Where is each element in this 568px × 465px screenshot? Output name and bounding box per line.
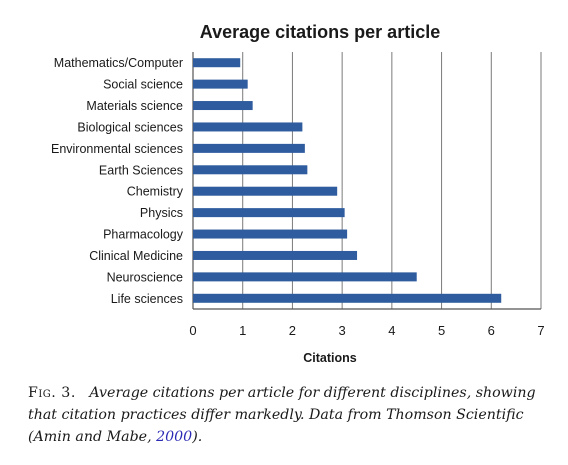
bar: [193, 229, 348, 239]
category-label: Social science: [103, 78, 183, 92]
bar: [193, 143, 305, 153]
bar: [193, 293, 502, 303]
category-label: Neuroscience: [107, 270, 183, 284]
citation-year-link[interactable]: 2000: [156, 429, 193, 445]
category-label: Chemistry: [127, 185, 184, 199]
x-tick-label: 4: [388, 323, 395, 338]
category-labels: Mathematics/Computer Social science Materi…: [51, 56, 184, 306]
category-label: Clinical Medicine: [89, 249, 183, 263]
category-label: Pharmacology: [103, 228, 184, 242]
bar-chart: Average citations per article Mathematic…: [51, 22, 545, 365]
bar: [193, 186, 338, 196]
category-label: Mathematics/Computer: [54, 56, 183, 70]
bar: [193, 79, 248, 89]
figure-label: Fig. 3.: [28, 385, 76, 401]
x-tick-label: 3: [339, 323, 346, 338]
category-label: Earth Sciences: [99, 163, 183, 177]
x-tick-label: 0: [189, 323, 196, 338]
caption-end: ).: [192, 429, 203, 445]
x-tick-label: 5: [438, 323, 445, 338]
x-tick-label: 1: [239, 323, 246, 338]
bar: [193, 122, 303, 132]
bar: [193, 272, 417, 282]
bar: [193, 58, 241, 68]
bar: [193, 101, 253, 111]
category-label: Materials science: [86, 99, 183, 113]
bar: [193, 165, 308, 175]
gridlines: [192, 52, 542, 310]
x-tick-label: 7: [537, 323, 544, 338]
x-tick-labels: 0 1 2 3 4 5 6 7: [189, 323, 544, 338]
category-label: Physics: [140, 206, 183, 220]
bars: [193, 58, 502, 303]
x-tick-label: 6: [488, 323, 495, 338]
caption-text: Average citations per article for differ…: [28, 385, 536, 445]
bar: [193, 250, 358, 260]
figure-caption: Fig. 3. Average citations per article fo…: [28, 382, 556, 448]
category-label: Environmental sciences: [51, 142, 183, 156]
category-label: Biological sciences: [77, 120, 183, 134]
x-tick-label: 2: [289, 323, 296, 338]
category-label: Life sciences: [111, 292, 183, 306]
x-axis-label: Citations: [303, 351, 357, 365]
bar: [193, 208, 345, 218]
chart-title: Average citations per article: [200, 22, 440, 42]
